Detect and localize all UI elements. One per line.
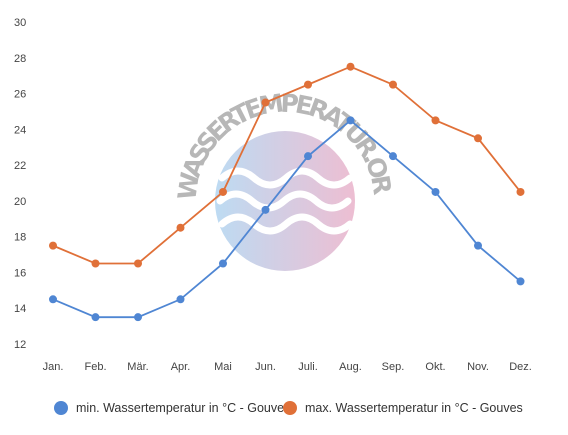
- x-axis: Jan. Feb. Mär. Apr. Mai Jun. Juli. Aug. Sep. Okt.…: [43, 361, 532, 373]
- legend-item[interactable]: min. Wassertemperatur in °C - Gouves: [54, 401, 290, 415]
- data-point[interactable]: [49, 241, 57, 250]
- legend-label: max. Wassertemperatur in °C - Gouves: [305, 401, 523, 415]
- x-tick-label: Juli.: [298, 361, 318, 373]
- data-point[interactable]: [91, 313, 100, 322]
- watermark-logo: WASSERTEMPERATUR.ORG: [0, 0, 397, 271]
- y-tick-label: 16: [14, 267, 26, 279]
- x-tick-label: Nov.: [467, 361, 489, 373]
- data-point[interactable]: [134, 259, 142, 268]
- x-tick-label: Feb.: [84, 361, 106, 373]
- x-tick-label: Aug.: [339, 361, 362, 373]
- y-axis: 12 14 16 18 20 22 24 26 28 30: [14, 17, 26, 351]
- data-point[interactable]: [516, 277, 525, 286]
- data-point[interactable]: [219, 259, 227, 268]
- data-point[interactable]: [176, 295, 185, 304]
- data-point[interactable]: [91, 259, 100, 268]
- x-tick-label: Sep.: [382, 361, 405, 373]
- series-line: [52, 65, 522, 265]
- data-point[interactable]: [389, 80, 397, 89]
- data-point[interactable]: [431, 187, 440, 196]
- y-tick-label: 28: [14, 53, 26, 65]
- data-point[interactable]: [431, 116, 440, 125]
- data-point[interactable]: [304, 152, 312, 161]
- x-tick-label: Okt.: [425, 361, 445, 373]
- y-tick-label: 20: [14, 196, 26, 208]
- y-tick-label: 18: [14, 232, 26, 244]
- legend-item[interactable]: max. Wassertemperatur in °C - Gouves: [283, 401, 523, 415]
- watermark-waves: [216, 167, 354, 235]
- series-line: [52, 119, 522, 319]
- data-point[interactable]: [304, 80, 312, 89]
- x-tick-label: Jun.: [255, 361, 276, 373]
- data-point[interactable]: [516, 187, 525, 196]
- data-point[interactable]: [389, 152, 397, 161]
- x-tick-label: Apr.: [171, 361, 191, 373]
- data-point[interactable]: [261, 98, 270, 107]
- legend-label: min. Wassertemperatur in °C - Gouves: [76, 401, 290, 415]
- y-tick-label: 24: [14, 124, 26, 136]
- data-point[interactable]: [474, 241, 482, 250]
- series-1: [49, 116, 525, 322]
- y-tick-label: 12: [14, 339, 26, 351]
- data-point[interactable]: [261, 205, 270, 214]
- series-2: [49, 62, 525, 268]
- x-tick-label: Jan.: [43, 361, 64, 373]
- y-tick-label: 22: [14, 160, 26, 172]
- x-tick-label: Dez.: [509, 361, 532, 373]
- x-tick-label: Mai: [214, 361, 232, 373]
- data-point[interactable]: [134, 313, 142, 322]
- y-tick-label: 30: [14, 17, 26, 29]
- data-point[interactable]: [219, 187, 227, 196]
- data-point[interactable]: [474, 134, 482, 143]
- data-point[interactable]: [176, 223, 185, 232]
- plot-area: [49, 62, 525, 322]
- legend-marker: [283, 401, 297, 415]
- legend-marker: [54, 401, 68, 415]
- data-point[interactable]: [49, 295, 57, 304]
- y-tick-label: 14: [14, 303, 26, 315]
- data-point[interactable]: [346, 62, 355, 71]
- x-tick-label: Mär.: [127, 361, 148, 373]
- data-point[interactable]: [346, 116, 355, 125]
- y-tick-label: 26: [14, 89, 26, 101]
- legend: min. Wassertemperatur in °C - Gouves max.…: [54, 401, 523, 415]
